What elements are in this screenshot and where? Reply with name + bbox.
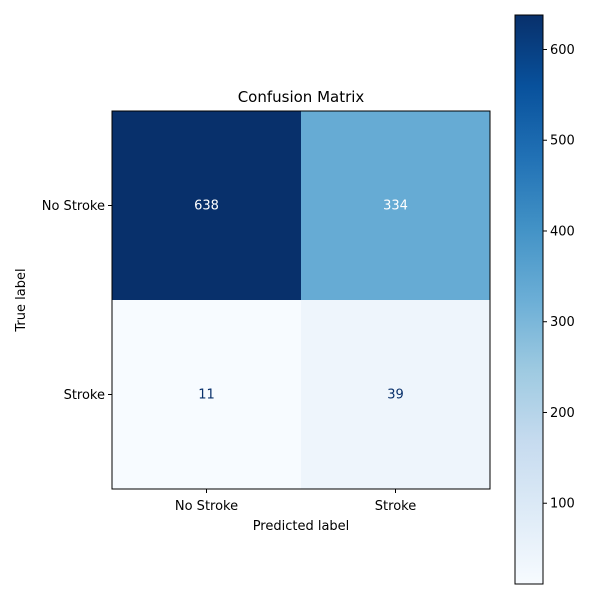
colorbar-tick-label: 500 — [550, 134, 575, 149]
x-tick-label: Stroke — [375, 499, 416, 514]
x-axis-ticks: No Stroke Stroke — [175, 489, 416, 514]
colorbar-tick-label: 300 — [550, 315, 575, 330]
colorbar-tick-label: 200 — [550, 406, 575, 421]
heatmap-cell — [301, 111, 491, 301]
x-axis-label: Predicted label — [253, 519, 350, 534]
y-tick-label: Stroke — [64, 388, 105, 403]
plot-frame — [111, 110, 491, 490]
colorbar-tick-label: 100 — [550, 497, 575, 512]
colorbar-tick-label: 600 — [550, 43, 575, 58]
cell-value-label: 11 — [198, 388, 215, 403]
cell-value-label: 638 — [194, 199, 219, 214]
cell-value-labels: 638 334 11 39 — [194, 199, 408, 403]
heatmap-cell — [301, 300, 491, 490]
cell-value-label: 39 — [387, 388, 404, 403]
heatmap-cell — [112, 300, 302, 490]
y-axis-ticks: No Stroke Stroke — [42, 199, 112, 403]
y-tick-label: No Stroke — [42, 199, 105, 214]
heatmap-cell — [112, 111, 302, 301]
y-axis-label: True label — [14, 268, 29, 332]
colorbar-ticks: 100 200 300 400 500 600 — [543, 43, 575, 512]
heatmap-cells — [112, 111, 491, 490]
cell-value-label: 334 — [383, 199, 408, 214]
x-tick-label: No Stroke — [175, 499, 238, 514]
colorbar-tick-label: 400 — [550, 224, 575, 239]
colorbar — [514, 14, 544, 585]
chart-title: Confusion Matrix — [238, 88, 365, 106]
